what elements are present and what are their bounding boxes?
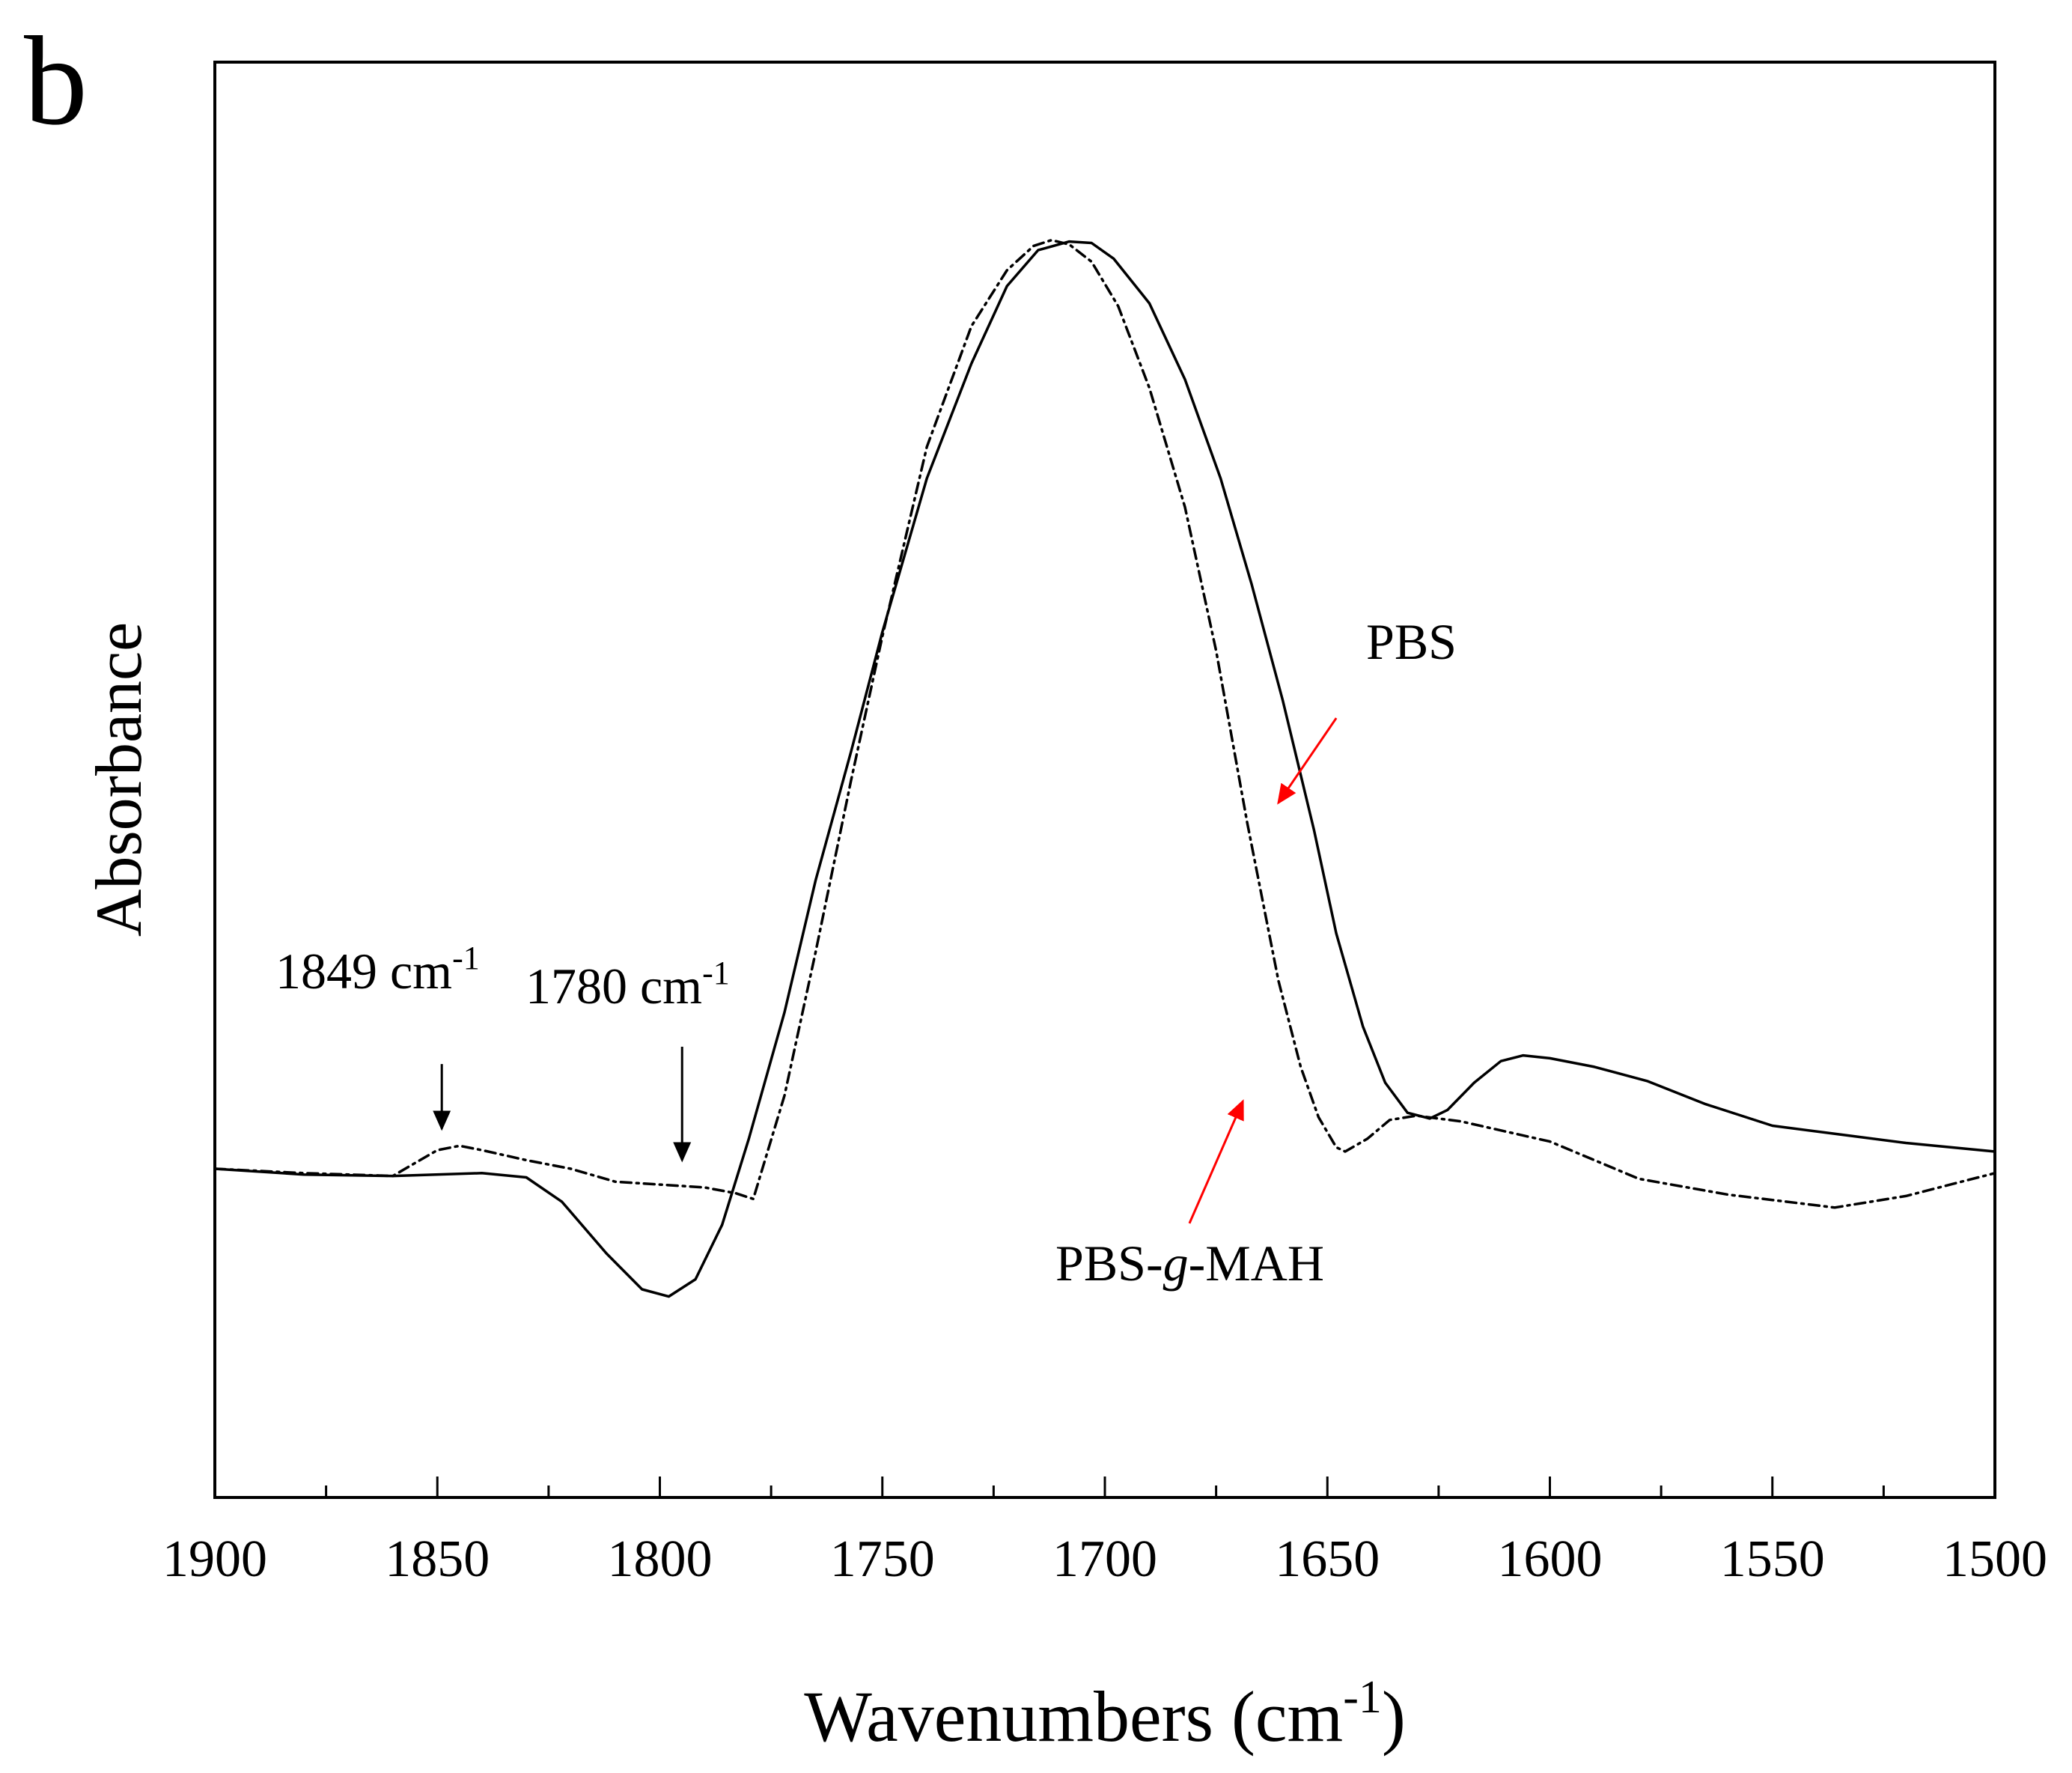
- annotation-pbs: PBS: [1277, 613, 1457, 805]
- annotation-pbs-arrow: [1277, 717, 1338, 805]
- x-tick-label: 1500: [1942, 1530, 2047, 1588]
- x-tick-label: 1550: [1720, 1530, 1825, 1588]
- annotation-pbs-label: PBS: [1366, 613, 1457, 670]
- annotation-1849-text: 1849 cm: [275, 943, 452, 1000]
- panel-label: b: [24, 10, 88, 151]
- annotation-pbs-g-mah-italic: g: [1163, 1235, 1189, 1292]
- annotation-pbs-g-mah-after: -MAH: [1189, 1235, 1324, 1292]
- annotation-1780-text: 1780 cm: [525, 958, 702, 1015]
- annotation-1780-sup: -1: [702, 955, 730, 991]
- annotation-1849: 1849 cm-1: [275, 940, 480, 1131]
- series-layer: [213, 238, 1996, 1298]
- annotation-pbs-g-mah-label: PBS-g-MAH: [1055, 1235, 1324, 1292]
- annotation-1849-sup: -1: [452, 940, 480, 976]
- x-tick-label: 1700: [1052, 1530, 1157, 1588]
- x-tick-label: 1600: [1498, 1530, 1603, 1588]
- x-axis-label-sup: -1: [1343, 1672, 1382, 1723]
- x-tick-label: 1650: [1275, 1530, 1380, 1588]
- series-line-pbs-g-mah: [213, 238, 1996, 1209]
- annotation-pbs-g-mah: PBS-g-MAH: [1055, 1099, 1324, 1292]
- x-tick-label: 1750: [830, 1530, 935, 1588]
- annotation-pbs-g-mah-arrow: [1188, 1099, 1244, 1224]
- x-axis-label-main: Wavenumbers (cm: [804, 1676, 1343, 1757]
- annotation-pbs-g-mah-before: PBS-: [1055, 1235, 1163, 1292]
- annotation-1849-label: 1849 cm-1: [275, 940, 480, 1000]
- y-axis-label: Absorbance: [83, 622, 156, 937]
- x-tick-label: 1900: [162, 1530, 267, 1588]
- series-line-pbs: [213, 240, 1996, 1298]
- x-axis-label: Wavenumbers (cm-1): [804, 1672, 1406, 1757]
- annotation-1780: 1780 cm-1: [525, 955, 730, 1163]
- x-axis-label-close: ): [1382, 1676, 1406, 1757]
- annotation-1780-label: 1780 cm-1: [525, 955, 730, 1015]
- x-axis-ticks: 1900 1850 1800 1750 1700 1650 1600 1550 1500: [162, 1477, 2047, 1588]
- x-tick-label: 1850: [385, 1530, 490, 1588]
- x-tick-label: 1800: [608, 1530, 713, 1588]
